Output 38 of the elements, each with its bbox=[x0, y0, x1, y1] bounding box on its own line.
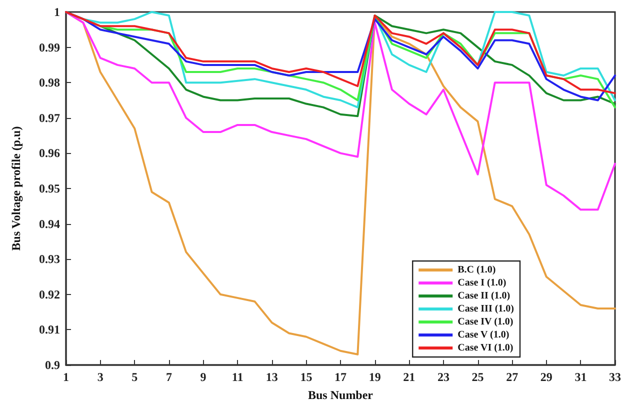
x-tick-label: 9 bbox=[200, 370, 206, 384]
x-tick-label: 3 bbox=[97, 370, 104, 384]
x-tick-label: 5 bbox=[132, 370, 138, 384]
x-tick-label: 27 bbox=[506, 370, 518, 384]
x-tick-label: 29 bbox=[540, 370, 552, 384]
y-tick-label: 0.98 bbox=[39, 76, 60, 90]
legend-label: Case IV (1.0) bbox=[458, 316, 514, 328]
y-tick-label: 0.96 bbox=[39, 146, 60, 160]
y-tick-label: 0.99 bbox=[39, 40, 60, 54]
x-tick-label: 33 bbox=[609, 370, 621, 384]
legend-label: Case II (1.0) bbox=[458, 290, 510, 302]
x-tick-label: 25 bbox=[472, 370, 484, 384]
x-tick-label: 1 bbox=[63, 370, 69, 384]
y-tick-label: 0.9 bbox=[45, 358, 60, 372]
legend-label: Case VI (1.0) bbox=[458, 342, 514, 354]
y-tick-label: 0.94 bbox=[39, 216, 60, 231]
x-tick-label: 15 bbox=[300, 370, 312, 384]
line-series bbox=[65, 11, 616, 211]
legend-label: Case I (1.0) bbox=[458, 278, 506, 288]
y-axis-title: Bus Voltage profile (p.u) bbox=[9, 126, 23, 251]
y-tick-label: 1 bbox=[54, 5, 60, 19]
x-tick-label: 21 bbox=[403, 370, 416, 384]
y-tick-label: 0.93 bbox=[39, 252, 60, 266]
y-tick-label: 0.91 bbox=[39, 322, 60, 337]
legend-label: Case III (1.0) bbox=[458, 304, 514, 314]
y-tick-label: 0.95 bbox=[39, 182, 60, 196]
x-tick-label: 17 bbox=[334, 370, 346, 384]
y-tick-label: 0.92 bbox=[39, 287, 60, 302]
x-tick-label: 19 bbox=[368, 370, 381, 384]
legend-label: B.C (1.0) bbox=[458, 264, 496, 276]
x-tick-label: 13 bbox=[266, 370, 278, 384]
y-tick-label: 0.97 bbox=[39, 110, 60, 125]
x-tick-label: 7 bbox=[166, 370, 172, 384]
x-axis-title: Bus Number bbox=[308, 388, 374, 402]
x-tick-label: 31 bbox=[574, 370, 587, 384]
x-tick-label: 23 bbox=[437, 370, 450, 384]
legend-label: Case V (1.0) bbox=[458, 330, 510, 340]
x-tick-label: 11 bbox=[232, 370, 244, 384]
